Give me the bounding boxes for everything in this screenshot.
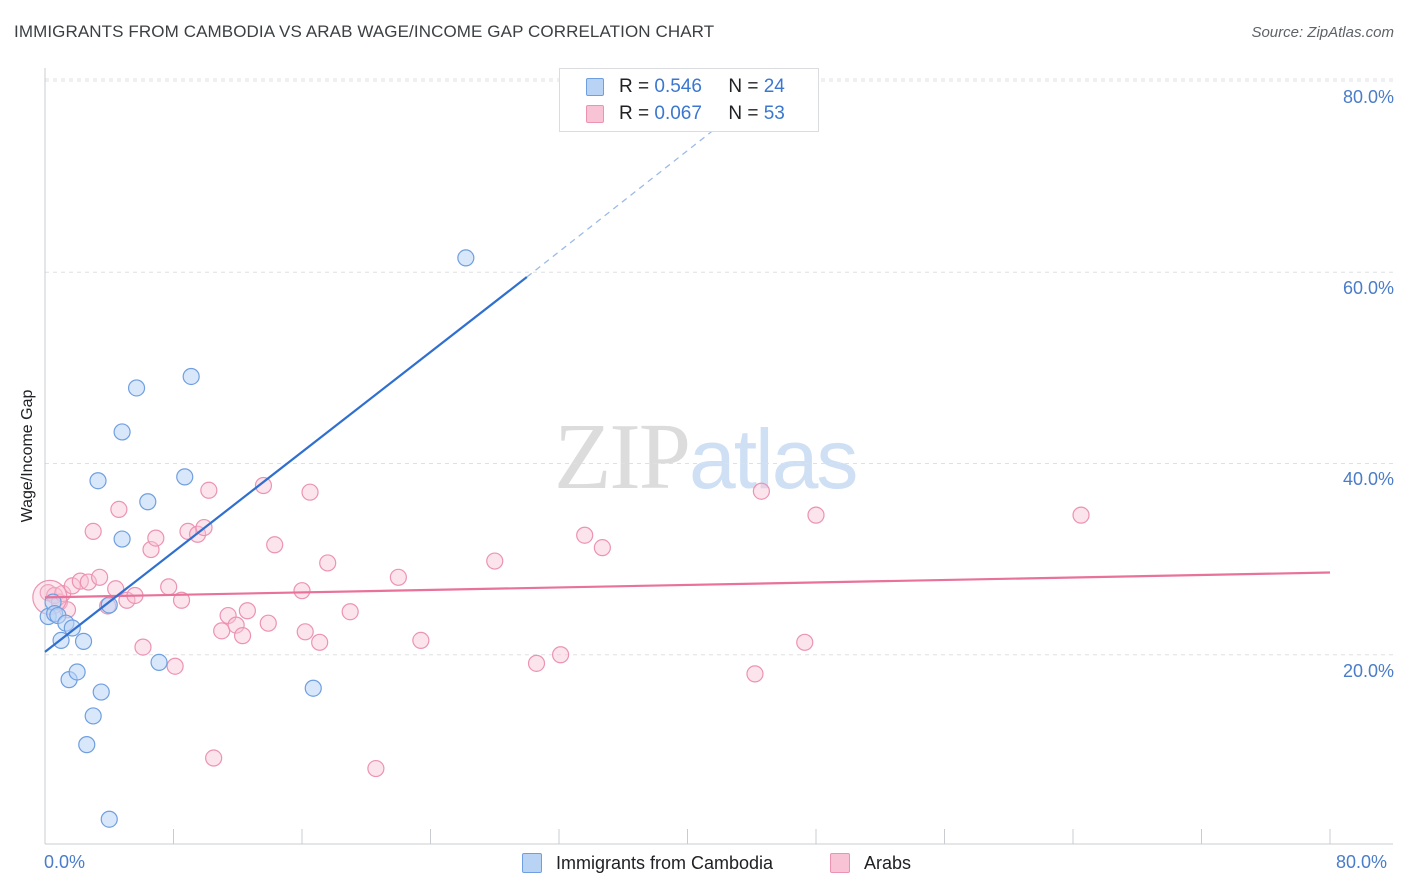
legend-n-value: 24 (763, 76, 785, 97)
cambodia-point (127, 379, 146, 397)
cambodia-point (92, 683, 110, 701)
arabs-point (296, 623, 314, 641)
legend-swatch-pink (586, 105, 604, 123)
x-tick-label: 0.0% (44, 852, 86, 872)
arabs-point (147, 529, 165, 547)
arabs-point (593, 539, 611, 557)
cambodia-point (68, 663, 86, 681)
arabs-point (367, 759, 385, 778)
arabs-point (79, 573, 97, 591)
cambodia-point (89, 472, 107, 490)
arabs-point (807, 506, 825, 524)
arabs-point (301, 483, 319, 501)
y-tick-label: 60.0% (1342, 278, 1394, 298)
y-tick-label: 20.0% (1342, 661, 1394, 681)
legend-r-label: R = (619, 76, 650, 97)
arabs-point (412, 631, 430, 650)
cambodia-point (176, 468, 194, 486)
arabs-point (389, 568, 407, 586)
cambodia-point (150, 653, 168, 672)
legend-r-label: R = (619, 103, 650, 124)
arabs-point (527, 654, 546, 672)
watermark-atlas: atlas (689, 412, 858, 506)
legend-n-label: N = (728, 103, 759, 124)
arabs-point (172, 591, 191, 609)
arabs-point (233, 627, 252, 645)
arabs-point (796, 633, 814, 651)
arabs-point (84, 522, 102, 540)
arabs-point (319, 554, 337, 572)
arabs-point (1072, 506, 1090, 524)
arabs-point (254, 476, 273, 495)
cambodia-trend-line (44, 276, 528, 653)
legend-swatch-pink (830, 853, 850, 873)
arabs-point (160, 578, 178, 596)
x-tick-label: 80.0% (1336, 852, 1388, 872)
arabs-point (341, 603, 359, 621)
legend-swatch-blue (586, 78, 604, 96)
arabs-point (486, 552, 504, 570)
arabs-trend-line (44, 571, 1331, 599)
arabs-point (311, 633, 329, 651)
legend-n-label: N = (728, 76, 759, 97)
arabs-point (166, 657, 184, 675)
legend-n-value: 53 (763, 103, 785, 124)
y-tick-label: 40.0% (1342, 469, 1394, 489)
legend-r-value: 0.546 (654, 76, 702, 97)
legend-swatch-blue (522, 853, 542, 873)
source-attribution: Source: ZipAtlas.com (1251, 24, 1394, 41)
arabs-point (213, 622, 231, 640)
arabs-point (205, 749, 223, 767)
arabs-point (576, 526, 594, 544)
cambodia-point (139, 493, 157, 511)
cambodia-point (63, 619, 81, 637)
arabs-point (259, 614, 277, 632)
arabs-point (746, 665, 764, 683)
cambodia-point (84, 707, 102, 725)
chart-title: IMMIGRANTS FROM CAMBODIA VS ARAB WAGE/IN… (14, 22, 715, 41)
cambodia-point (457, 249, 475, 267)
arabs-point (266, 536, 284, 554)
arabs-point (227, 616, 245, 634)
correlation-legend: R = 0.546 N = 24 R = 0.067 N = 53 (559, 68, 819, 132)
cambodia-point (113, 423, 131, 441)
cambodia-point (78, 736, 96, 754)
arabs-point (293, 582, 311, 600)
arabs-point (63, 577, 81, 595)
arabs-point (238, 602, 256, 620)
cambodia-point (74, 632, 93, 650)
cambodia-point (182, 367, 200, 386)
watermark: ZIPatlas (554, 402, 858, 511)
y-tick-label: 80.0% (1342, 87, 1394, 107)
arabs-point (134, 638, 152, 656)
cambodia-point (113, 530, 131, 548)
arabs-point (752, 482, 770, 500)
arabs-point (110, 500, 128, 518)
legend-label: Arabs (864, 853, 912, 873)
cambodia-point (304, 679, 322, 697)
legend-r-value: 0.067 (654, 103, 702, 124)
arabs-point (91, 568, 109, 586)
watermark-zip: ZIP (554, 405, 691, 509)
arabs-point (200, 481, 218, 499)
arabs-point (552, 646, 570, 664)
cambodia-point (100, 810, 118, 828)
y-axis-label: Wage/Income Gap (19, 389, 36, 523)
legend-label: Immigrants from Cambodia (556, 853, 774, 873)
